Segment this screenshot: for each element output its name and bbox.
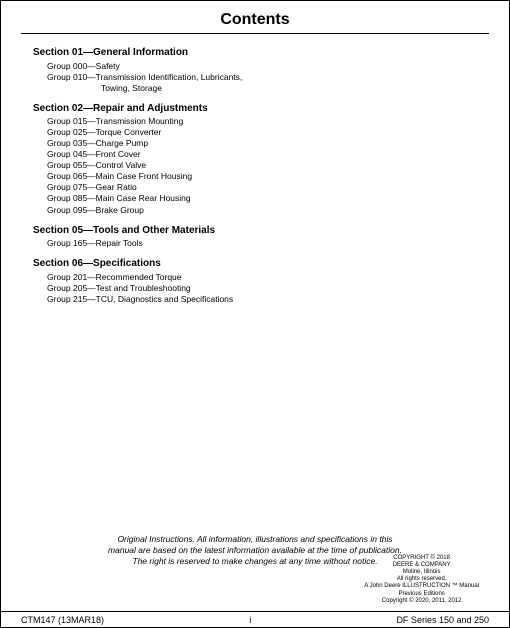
group-line: Group 201—Recommended Torque (47, 272, 489, 283)
group-line: Group 055—Control Valve (47, 160, 489, 171)
group-line: Group 010—Transmission Identification, L… (47, 72, 489, 83)
page: Contents Section 01—General Information … (0, 0, 510, 628)
disclaimer-line: Original Instructions. All information, … (41, 534, 469, 545)
group-line: Group 215—TCU, Diagnostics and Specifica… (47, 294, 489, 305)
section-heading: Section 06—Specifications (33, 257, 489, 271)
group-line: Group 095—Brake Group (47, 205, 489, 216)
section-heading: Section 02—Repair and Adjustments (33, 102, 489, 116)
group-line: Group 065—Main Case Front Housing (47, 171, 489, 182)
footer-page-number: i (104, 615, 396, 625)
footer-right: DF Series 150 and 250 (396, 615, 489, 625)
group-line: Group 075—Gear Ratio (47, 182, 489, 193)
header-box: Contents (21, 5, 489, 34)
page-title: Contents (21, 11, 489, 29)
section-heading: Section 01—General Information (33, 46, 489, 60)
group-line: Group 205—Test and Troubleshooting (47, 283, 489, 294)
copyright-line: Moline, Illinois (364, 569, 479, 576)
group-line: Group 015—Transmission Mounting (47, 116, 489, 127)
section-heading: Section 05—Tools and Other Materials (33, 224, 489, 238)
toc-content: Section 01—General Information Group 000… (1, 34, 509, 305)
copyright-line: Previous Editions (364, 591, 479, 598)
group-line-cont: Towing, Storage (101, 83, 489, 94)
footer-left: CTM147 (13MAR18) (21, 615, 104, 625)
group-line: Group 035—Charge Pump (47, 138, 489, 149)
page-footer: CTM147 (13MAR18) i DF Series 150 and 250 (1, 611, 509, 627)
copyright-line: COPYRIGHT © 2018 (364, 555, 479, 562)
copyright-line: DEERE & COMPANY (364, 562, 479, 569)
copyright-line: Copyright © 2020, 2011, 2012 (364, 598, 479, 605)
group-line: Group 165—Repair Tools (47, 238, 489, 249)
copyright-line: A John Deere ILLUSTRUCTION ™ Manual (364, 583, 479, 590)
group-line: Group 085—Main Case Rear Housing (47, 193, 489, 204)
copyright-block: COPYRIGHT © 2018 DEERE & COMPANY Moline,… (364, 555, 479, 605)
group-line: Group 045—Front Cover (47, 149, 489, 160)
group-line: Group 000—Safety (47, 61, 489, 72)
group-line: Group 025—Torque Converter (47, 127, 489, 138)
